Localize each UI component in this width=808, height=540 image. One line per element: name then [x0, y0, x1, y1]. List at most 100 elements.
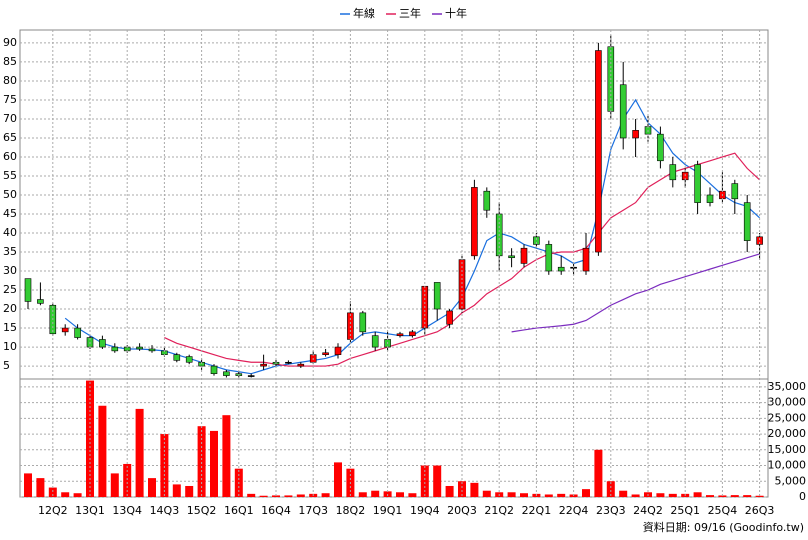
volume-bar	[172, 484, 181, 497]
volume-bar	[247, 493, 256, 497]
volume-bar	[371, 490, 380, 497]
candle-body	[223, 371, 230, 376]
y-tick-label: 0	[799, 490, 806, 503]
volume-bar	[24, 473, 32, 497]
candle-body	[657, 133, 664, 162]
candle-body	[669, 164, 677, 181]
volume-bar	[520, 493, 528, 497]
volume-bar	[358, 492, 367, 497]
y-tick-label: 50	[3, 188, 17, 201]
x-tick-label: 25Q1	[670, 504, 700, 517]
candle-body	[409, 331, 416, 336]
legend-label: 年線	[353, 6, 375, 20]
volume-bar	[582, 489, 590, 497]
candle-body	[446, 310, 453, 325]
volume-panel	[19, 378, 769, 498]
x-tick-label: 25Q4	[708, 504, 738, 517]
volume-bar	[36, 478, 45, 497]
volume-bar	[718, 495, 727, 497]
x-tick-label: 17Q3	[298, 504, 328, 517]
volume-bar	[693, 492, 702, 497]
x-tick-label: 23Q3	[596, 504, 626, 517]
volume-bar	[48, 487, 57, 497]
x-tick-label: 18Q2	[336, 504, 366, 517]
candle-body	[210, 365, 218, 374]
volume-bar	[594, 449, 603, 497]
candle-body	[74, 327, 81, 338]
volume-bar	[470, 482, 479, 497]
y-tick-label: 35	[3, 245, 17, 258]
x-tick-label: 22Q1	[522, 504, 552, 517]
footer: 資料日期: 09/16 (Goodinfo.tw)	[643, 520, 804, 534]
candle-body	[396, 333, 404, 336]
x-tick-label: 21Q2	[484, 504, 514, 517]
x-tick-label: 16Q4	[261, 504, 291, 517]
volume-bar	[656, 493, 665, 497]
x-tick-label: 22Q4	[559, 504, 589, 517]
y-tick-label: 20	[3, 302, 17, 315]
volume-bar	[98, 405, 107, 497]
y-tick-label: 90	[3, 36, 17, 49]
candle-body	[37, 299, 44, 304]
volume-bar	[259, 495, 268, 497]
candle-body	[619, 84, 627, 139]
y-tick-label: 5,000	[775, 474, 807, 487]
candle-body	[247, 375, 255, 377]
y-tick-label: 25,000	[768, 411, 807, 424]
volume-bar	[222, 415, 231, 497]
y-tick-label: 65	[3, 131, 17, 144]
candle-body	[359, 312, 367, 333]
candle-body	[731, 183, 739, 200]
y-tick-label: 60	[3, 150, 17, 163]
volume-bar	[482, 490, 491, 497]
volume-bar	[668, 493, 677, 497]
candle-body	[297, 363, 305, 367]
candle-body	[595, 50, 602, 253]
volume-bar	[334, 462, 342, 497]
volume-bar	[755, 495, 764, 497]
volume-bar	[544, 494, 553, 497]
y-tick-label: 10	[3, 340, 17, 353]
x-tick-label: 26Q3	[745, 504, 775, 517]
x-tick-label: 15Q2	[187, 504, 217, 517]
y-tick-label: 25	[3, 283, 17, 296]
volume-bar	[135, 408, 144, 497]
volume-bar	[73, 493, 82, 497]
volume-bar	[631, 494, 640, 497]
price-panel	[19, 29, 769, 380]
y-tick-label: 15,000	[768, 443, 807, 456]
candle-body	[706, 194, 714, 203]
volume-bar	[408, 493, 417, 497]
candle-body	[756, 236, 763, 245]
candle-body	[334, 346, 342, 355]
candle-body	[260, 363, 267, 367]
y-tick-label: 5	[3, 359, 10, 372]
y-tick-label: 45	[3, 207, 17, 220]
candle-body	[545, 244, 553, 272]
volume-bar	[396, 492, 404, 497]
x-tick-label: 13Q4	[112, 504, 142, 517]
volume-bar	[606, 481, 615, 497]
candle-body	[483, 190, 491, 211]
candle-body	[285, 361, 292, 364]
ma-line	[511, 253, 760, 333]
candle-body	[173, 354, 181, 361]
y-tick-label: 40	[3, 226, 17, 239]
volume-bar	[110, 473, 119, 497]
legend-label: 十年	[445, 6, 467, 20]
x-tick-label: 24Q2	[633, 504, 663, 517]
y-tick-label: 55	[3, 169, 17, 182]
y-tick-label: 70	[3, 112, 17, 125]
candle-body	[61, 327, 69, 333]
volume-bar	[458, 481, 466, 497]
x-tick-label: 16Q1	[224, 504, 254, 517]
x-tick-label: 19Q1	[373, 504, 403, 517]
candle-body	[322, 352, 329, 355]
candle-body	[632, 130, 639, 139]
volume-bar	[420, 465, 429, 497]
legend-label: 三年	[399, 6, 421, 20]
candle-body	[24, 278, 32, 302]
volume-bar	[557, 493, 566, 497]
volume-bar	[148, 478, 156, 497]
